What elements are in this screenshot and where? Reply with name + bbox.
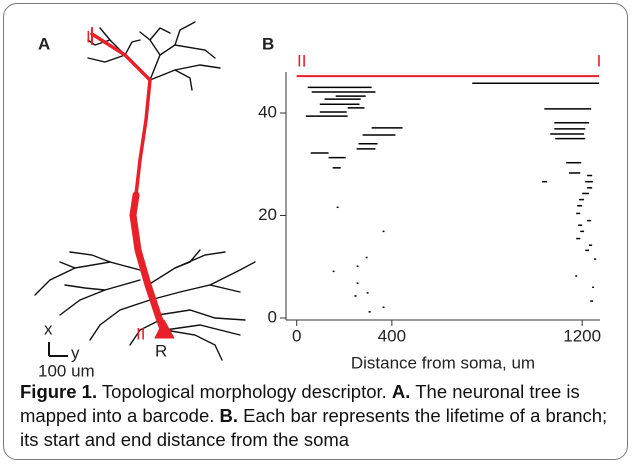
- scale-label: y: [71, 343, 80, 362]
- figure: A I II R x y 100 um B Distance from soma…: [34, 21, 602, 380]
- caption-figure: Figure 1.: [20, 381, 98, 402]
- tree-label: R: [155, 341, 167, 360]
- caption-label: A.: [391, 381, 411, 402]
- caption-title: Topological morphology descriptor.: [101, 381, 387, 402]
- tree-label: II: [136, 324, 145, 343]
- y-tick-label: 40: [258, 102, 277, 121]
- caption-text: The neuronal tree is mapped into a barco…: [20, 381, 580, 426]
- branch-label: II: [297, 52, 306, 71]
- panel-label: B: [262, 34, 274, 53]
- caption: Figure 1. Topological morphology descrip…: [20, 380, 620, 452]
- scale-label: 100 um: [38, 361, 95, 380]
- x-tick-label: 1200: [563, 326, 601, 345]
- y-tick-label: 20: [258, 205, 277, 224]
- main-branch-path: [90, 27, 175, 339]
- branch-label: I: [597, 52, 602, 71]
- x-axis-label: Distance from soma, um: [351, 353, 535, 372]
- tree-label: I: [86, 27, 91, 46]
- y-tick-label: 0: [268, 307, 277, 326]
- neuron-tree: [34, 21, 256, 361]
- x-tick-label: 0: [292, 326, 301, 345]
- scale-label: x: [44, 319, 53, 338]
- caption-label: B.: [219, 405, 239, 426]
- caption-text: Each bar represents the lifetime of a br…: [20, 405, 608, 450]
- figure-frame: [3, 3, 628, 460]
- panel-label: A: [38, 34, 50, 53]
- x-tick-label: 400: [378, 326, 406, 345]
